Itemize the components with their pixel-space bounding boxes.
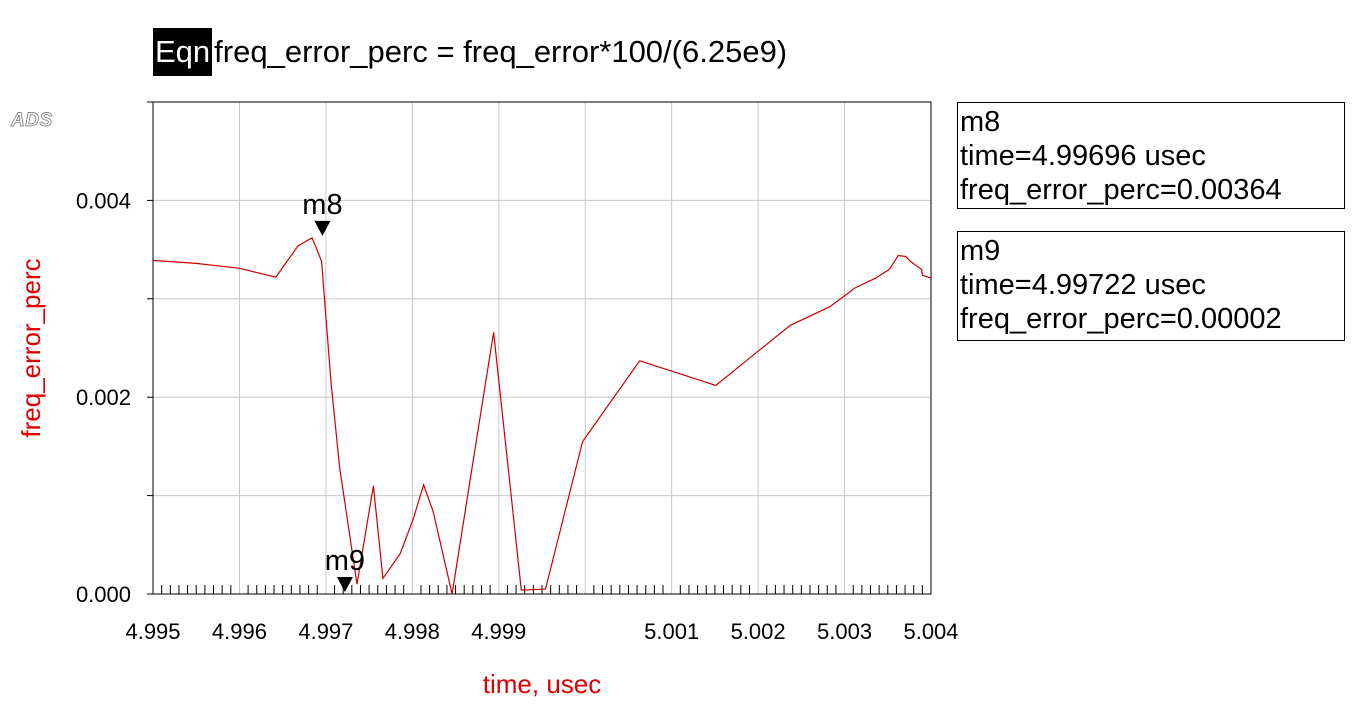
x-tick-label: 5.004 — [903, 619, 958, 644]
marker-triangle-m8 — [314, 220, 331, 236]
y-tick-label: 0.000 — [76, 582, 131, 607]
marker-readout-time: time=4.99696 usec — [960, 140, 1206, 172]
marker-readout-value: freq_error_perc=0.00002 — [960, 303, 1282, 335]
marker-readout-value: freq_error_perc=0.00364 — [960, 174, 1282, 206]
marker-readout-time: time=4.99722 usec — [960, 269, 1206, 301]
x-axis-label: time, usec — [483, 669, 602, 699]
x-tick-label: 5.003 — [817, 619, 872, 644]
markers: m8 m9 — [302, 189, 365, 593]
ads-logo: ADS — [11, 110, 53, 132]
marker-readout-name: m8 — [960, 106, 1001, 138]
equation-block: Eqn freq_error_perc = freq_error*100/(6.… — [153, 28, 787, 76]
x-tick-label: 4.997 — [298, 619, 353, 644]
marker-readout-name: m9 — [960, 235, 1001, 267]
series-line — [152, 236, 932, 595]
marker-label-m8: m8 — [302, 189, 342, 221]
x-tick-label: 5.001 — [644, 619, 699, 644]
equation-tag: Eqn — [153, 28, 213, 76]
x-tick-label: 4.995 — [125, 619, 180, 644]
x-tick-label: 4.998 — [385, 619, 440, 644]
equation-expression: freq_error_perc = freq_error*100/(6.25e9… — [214, 34, 788, 69]
marker-label-m9: m9 — [325, 545, 365, 577]
marker-readout-m8: m8 time=4.99696 usec freq_error_perc=0.0… — [957, 102, 1345, 209]
marker-triangle-m9 — [336, 577, 353, 593]
y-tick-label: 0.004 — [76, 188, 131, 213]
x-tick-label: 5.002 — [731, 619, 786, 644]
y-tick-label: 0.002 — [76, 385, 131, 410]
y-axis-label: freq_error_perc — [16, 258, 46, 437]
tick-marks — [147, 101, 923, 595]
x-tick-label: 4.996 — [212, 619, 267, 644]
x-tick-label: 4.999 — [471, 619, 526, 644]
marker-readout-m9: m9 time=4.99722 usec freq_error_perc=0.0… — [957, 231, 1345, 341]
plot-frame — [152, 101, 932, 595]
grid — [152, 101, 932, 595]
tick-labels: 4.995 4.996 4.997 4.998 4.999 5.001 5.002 5.003… — [76, 188, 959, 644]
